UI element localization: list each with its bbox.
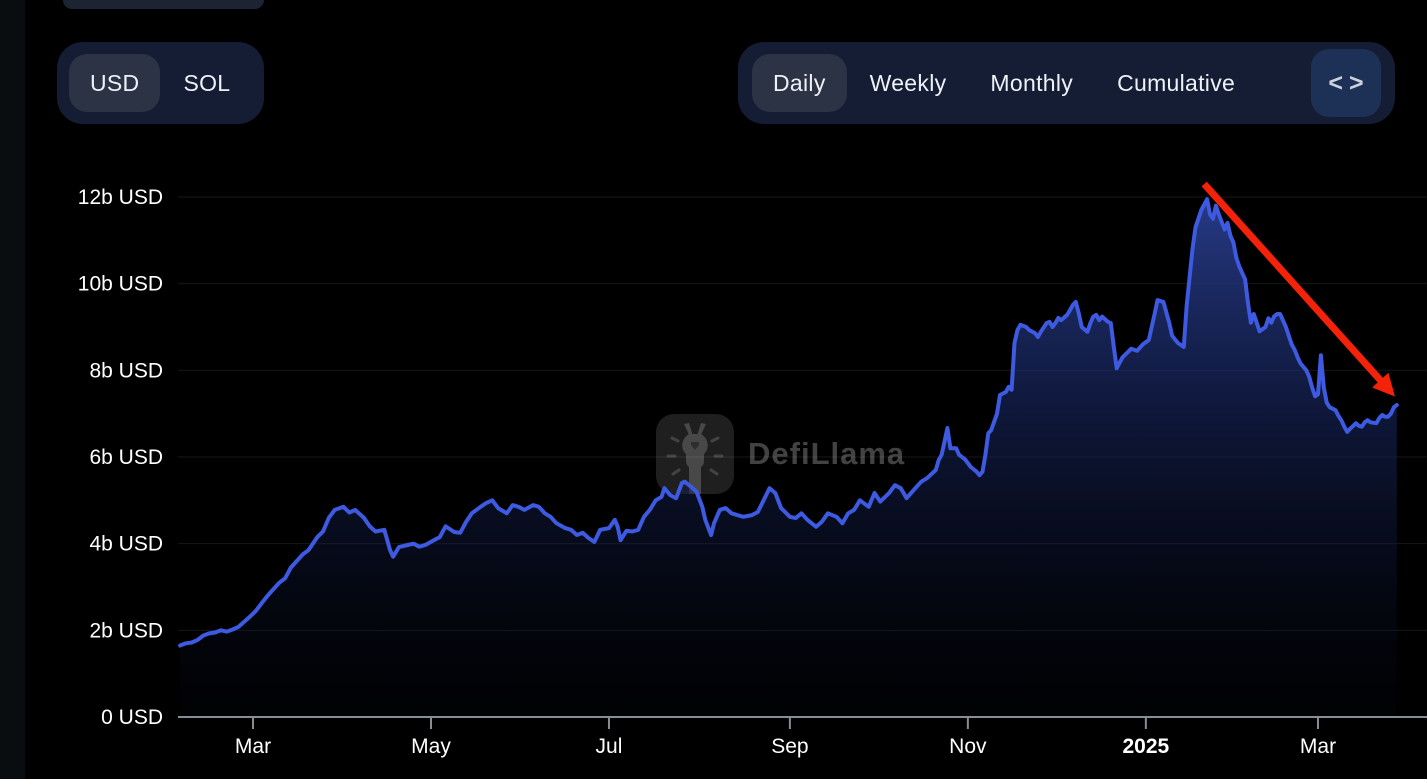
tvl-line-series	[178, 197, 1399, 648]
y-tick-label: 0 USD	[101, 706, 163, 729]
x-tick-label: Mar	[235, 735, 271, 758]
downtrend-arrow-annotation	[1201, 181, 1395, 397]
currency-option-usd[interactable]: USD	[69, 54, 161, 112]
y-tick-label: 10b USD	[78, 273, 163, 296]
partial-top-button[interactable]	[63, 0, 264, 9]
embed-code-button[interactable]: <>	[1311, 49, 1381, 117]
x-tick-label: Nov	[949, 735, 987, 758]
left-edge-strip	[0, 0, 25, 779]
x-tick-label: Sep	[771, 735, 808, 758]
tab-monthly[interactable]: Monthly	[969, 54, 1094, 112]
interval-tabs: Daily Weekly Monthly Cumulative <>	[738, 42, 1395, 124]
y-tick-label: 4b USD	[89, 533, 163, 556]
x-tick-label: May	[411, 735, 451, 758]
x-tick-label: Mar	[1300, 735, 1336, 758]
x-tick-label: Jul	[596, 735, 623, 758]
x-tick-label: 2025	[1122, 735, 1169, 758]
tvl-area-fill	[180, 199, 1397, 717]
tab-weekly[interactable]: Weekly	[849, 54, 968, 112]
currency-option-sol[interactable]: SOL	[162, 54, 251, 112]
y-tick-label: 8b USD	[89, 359, 163, 382]
currency-toggle: USD SOL	[57, 42, 264, 124]
y-tick-label: 6b USD	[89, 446, 163, 469]
tab-cumulative[interactable]: Cumulative	[1096, 54, 1256, 112]
tab-daily[interactable]: Daily	[752, 54, 847, 112]
y-tick-label: 12b USD	[78, 186, 163, 209]
code-brackets-icon: <>	[1328, 68, 1370, 97]
y-tick-label: 2b USD	[89, 619, 163, 642]
